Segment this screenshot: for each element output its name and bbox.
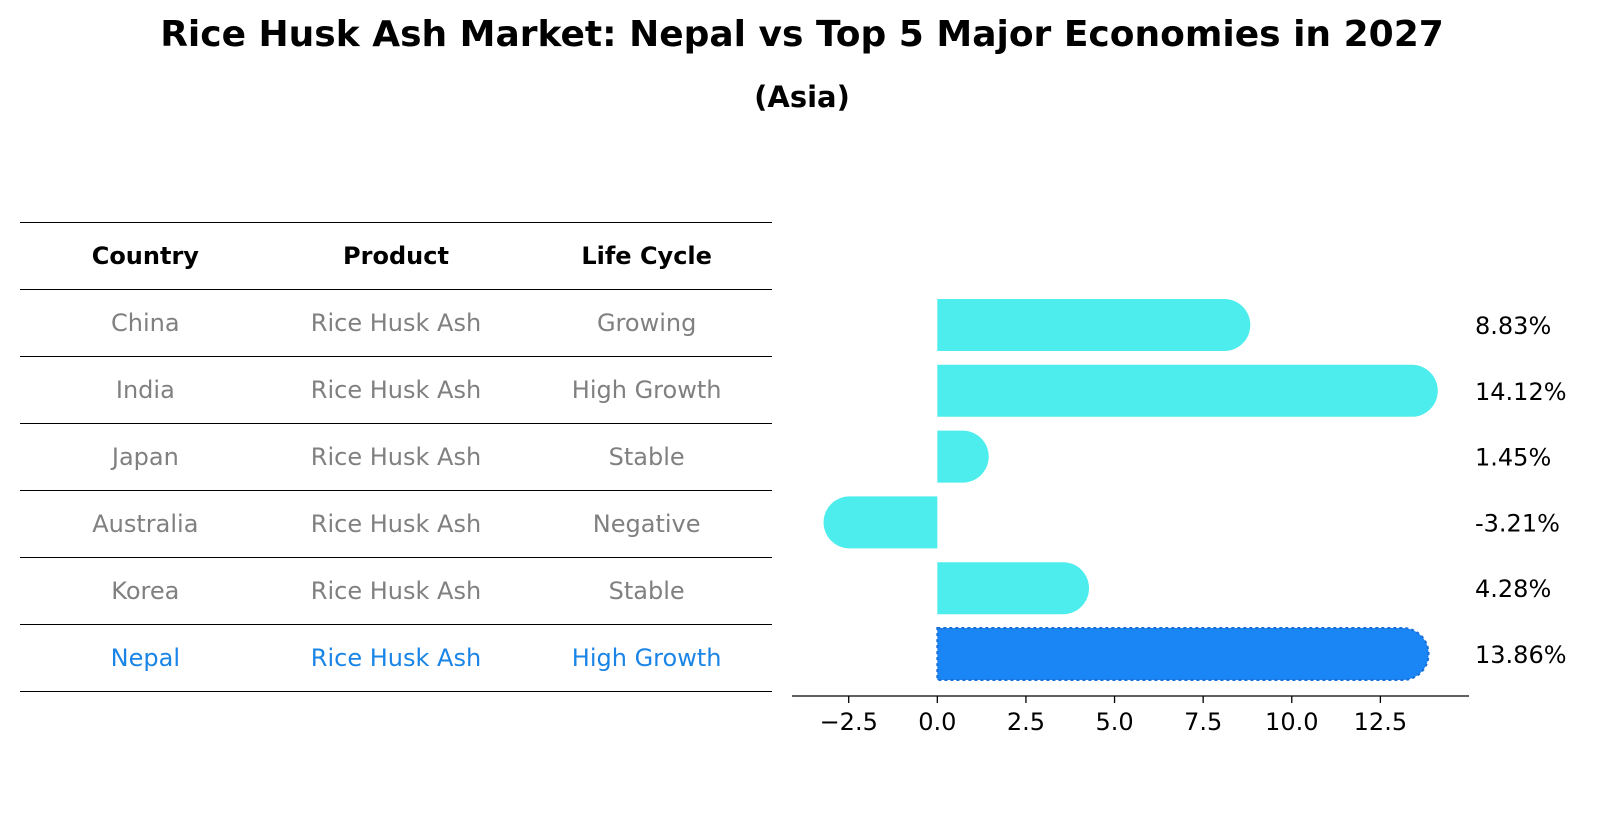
x-tick-label: 12.5 [1354, 708, 1407, 736]
data-label: 14.12% [1475, 378, 1567, 406]
bar-nepal [936, 627, 1430, 681]
country-cell: Nepal [110, 644, 180, 672]
header-life-cycle: Life Cycle [581, 242, 712, 270]
bar-australia [823, 496, 938, 549]
country-cell: China [111, 309, 180, 337]
header-country: Country [91, 242, 199, 270]
life-cycle-cell: Negative [592, 510, 701, 538]
product-cell: Rice Husk Ash [310, 443, 482, 471]
data-label: -3.21% [1475, 509, 1560, 537]
country-cell: Japan [111, 443, 179, 471]
product-cell: Rice Husk Ash [310, 376, 482, 404]
country-cell: Korea [111, 577, 180, 605]
x-tick-label: 2.5 [1007, 708, 1045, 736]
country-cell: Australia [92, 510, 199, 538]
data-label: 8.83% [1475, 312, 1551, 340]
table-row-highlighted: Nepal Rice Husk Ash High Growth [20, 624, 772, 692]
chart-title: Rice Husk Ash Market: Nepal vs Top 5 Maj… [160, 14, 1444, 55]
x-tick-label: −2.5 [820, 708, 878, 736]
life-cycle-cell: Growing [596, 309, 697, 337]
life-cycle-cell: High Growth [571, 376, 722, 404]
chart-subtitle: (Asia) [754, 80, 850, 114]
country-cell: India [115, 376, 175, 404]
table-row: Japan Rice Husk Ash Stable [20, 423, 772, 490]
x-tick-label: 5.0 [1095, 708, 1133, 736]
product-cell: Rice Husk Ash [310, 577, 482, 605]
bar-china [937, 299, 1251, 351]
x-tick-label: 7.5 [1184, 708, 1222, 736]
table-row: Korea Rice Husk Ash Stable [20, 557, 772, 624]
header-product: Product [343, 242, 449, 270]
product-cell: Rice Husk Ash [310, 510, 482, 538]
bar-india [937, 364, 1438, 417]
life-cycle-cell: High Growth [571, 644, 722, 672]
table-row: China Rice Husk Ash Growing [20, 289, 772, 356]
life-cycle-cell: Stable [608, 577, 685, 605]
data-label: 4.28% [1475, 575, 1551, 603]
x-tick-label: 0.0 [918, 708, 956, 736]
table-header-row: Country Product Life Cycle [20, 222, 772, 289]
bar-korea [937, 562, 1090, 615]
bar-japan [937, 430, 989, 483]
life-cycle-cell: Stable [608, 443, 685, 471]
data-label: 13.86% [1475, 641, 1567, 669]
data-label: 1.45% [1475, 444, 1551, 472]
product-cell: Rice Husk Ash [310, 309, 482, 337]
country-table: Country Product Life Cycle China Rice Hu… [20, 222, 772, 692]
table-row: India Rice Husk Ash High Growth [20, 356, 772, 423]
product-cell: Rice Husk Ash [310, 644, 482, 672]
x-tick-label: 10.0 [1265, 708, 1318, 736]
table-row: Australia Rice Husk Ash Negative [20, 490, 772, 557]
